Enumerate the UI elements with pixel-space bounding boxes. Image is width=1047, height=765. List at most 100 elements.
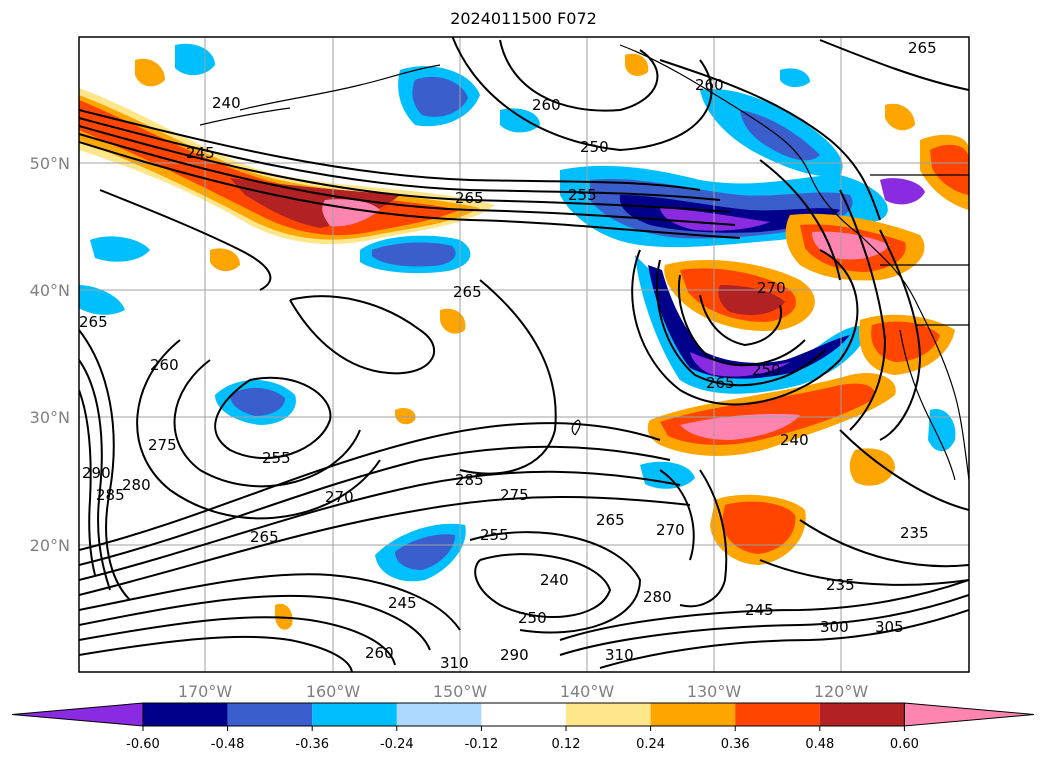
shade-positive-subtropical-3 (680, 413, 800, 440)
contour-label: 280 (643, 588, 672, 606)
shade-negative-northeast-3 (880, 178, 925, 205)
shade-positive-far-east-2 (930, 144, 969, 195)
contour-label: 250 (580, 138, 609, 156)
colorbar-segment (481, 703, 566, 726)
contour-label: 270 (656, 521, 685, 539)
colorbar-segment (735, 703, 820, 726)
colorbar-tick-label: 0.36 (721, 737, 750, 752)
colorbar-tick-label: -0.36 (295, 737, 329, 752)
contour-label: 310 (440, 654, 469, 672)
shade-negative-tropical-2 (395, 534, 455, 570)
colorbar-segment (819, 703, 905, 726)
colorbar-tick-label: -0.48 (211, 737, 245, 752)
shade-negative-west-1b (230, 387, 285, 416)
height-contours (79, 37, 969, 672)
contour-label: 270 (757, 279, 786, 297)
colorbar-tick-label: -0.12 (465, 737, 499, 752)
colorbar-segment (312, 703, 397, 726)
lat-label: 50°N (30, 154, 70, 173)
contour-labels: 240 245 265 265 260 250 265 255 265 260 … (79, 39, 937, 672)
colorbar-segment (227, 703, 313, 726)
contour-label: 240 (540, 571, 569, 589)
lon-label: 170°W (178, 682, 233, 701)
shade-negative-small-2 (90, 236, 150, 262)
contour-label: 275 (148, 436, 177, 454)
latitude-labels: 50°N 40°N 30°N 20°N (30, 154, 70, 555)
contour-label: 265 (706, 374, 735, 392)
contour-label: 255 (480, 526, 509, 544)
contour-label: 285 (96, 486, 125, 504)
shade-positive-small-3 (440, 308, 466, 334)
shade-negative-north-blobs-2 (412, 76, 468, 117)
contour-label: 270 (325, 488, 354, 506)
shade-positive-small-2 (210, 248, 240, 272)
contour-label: 255 (262, 449, 291, 467)
map-title: 2024011500 F072 (450, 9, 597, 28)
shade-negative-trough-3 (690, 352, 790, 377)
colorbar-tick-label: 0.48 (805, 737, 834, 752)
contour-label: 240 (780, 431, 809, 449)
colorbar-tick-label: -0.24 (380, 737, 414, 752)
lon-label: 160°W (306, 682, 361, 701)
contour-label: 310 (605, 646, 634, 664)
shade-positive-small-4 (395, 408, 416, 425)
contour-label: 265 (250, 528, 279, 546)
shade-negative-north-4 (660, 208, 770, 231)
map-panel: 240 245 265 265 260 250 265 255 265 260 … (79, 37, 969, 672)
contour-label: 260 (365, 644, 394, 662)
contour-label: 255 (568, 186, 597, 204)
colorbar-tick-label: 0.24 (636, 737, 665, 752)
shade-positive-south-3 (849, 448, 895, 486)
colorbar-outline (142, 702, 905, 727)
contour-label: 265 (79, 313, 108, 331)
contour-label: 285 (455, 471, 484, 489)
coastlines (199, 44, 969, 481)
shade-negative-small-7 (780, 68, 810, 88)
contour-label: 265 (455, 189, 484, 207)
contour-label: 305 (875, 618, 904, 636)
lat-label: 20°N (30, 536, 70, 555)
colorbar-tick-label: 0.60 (890, 737, 919, 752)
gridlines (79, 37, 969, 672)
contour-label: 260 (695, 76, 724, 94)
lon-label: 140°W (560, 682, 615, 701)
lon-label: 120°W (814, 682, 869, 701)
shade-negative-trough-2 (648, 265, 850, 379)
shade-positive-small-6 (885, 103, 915, 131)
contour-label: 260 (532, 96, 561, 114)
colorbar: -0.60 -0.48 -0.36 -0.24 -0.12 0.12 0.24 0.36 0.4… (11, 702, 1035, 752)
contour-label: 265 (453, 283, 482, 301)
colorbar-segment (396, 703, 482, 726)
contour-label: 300 (820, 618, 849, 636)
contour-label: 250 (518, 609, 547, 627)
contour-label: 260 (150, 356, 179, 374)
contour-label: 245 (388, 594, 417, 612)
lon-label: 150°W (433, 682, 488, 701)
contour-label: 265 (596, 511, 625, 529)
contour-label: 235 (900, 524, 929, 542)
shade-positive-south-2 (722, 501, 796, 554)
contour-label: 265 (908, 39, 937, 57)
contour-label: 290 (82, 464, 111, 482)
lat-label: 30°N (30, 408, 70, 427)
shade-negative-small-4 (928, 409, 956, 452)
shade-negative-small-3 (79, 285, 125, 315)
shade-positive-small-1 (135, 58, 165, 87)
colorbar-segment (143, 703, 228, 726)
colorbar-tick-label: -0.60 (126, 737, 160, 752)
colorbar-extend-low (11, 702, 144, 727)
shade-negative-mid-2 (372, 242, 456, 267)
colorbar-tick-label: 0.12 (552, 737, 581, 752)
longitude-labels: 170°W 160°W 150°W 140°W 130°W 120°W (178, 682, 869, 701)
contour-label: 275 (500, 486, 529, 504)
shade-positive-baja-2 (871, 321, 940, 362)
colorbar-segment (650, 703, 736, 726)
contour-label: 240 (212, 94, 241, 112)
contour-label: 235 (826, 576, 855, 594)
contour-label: 290 (500, 646, 529, 664)
shade-positive-east-3 (718, 285, 785, 315)
colorbar-extend-high (903, 702, 1035, 727)
contour-label: 245 (745, 601, 774, 619)
lat-label: 40°N (30, 281, 70, 300)
